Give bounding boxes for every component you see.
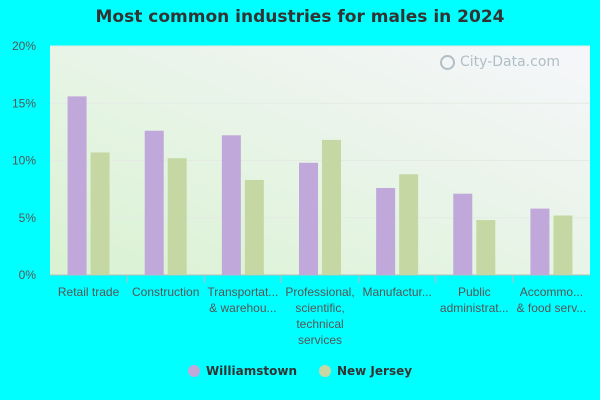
y-tick-label: 5% [19, 211, 37, 225]
bar-new-jersey [244, 179, 264, 275]
chart-title: Most common industries for males in 2024 [95, 7, 505, 27]
y-tick-label: 0% [19, 268, 37, 282]
bar-new-jersey [167, 158, 187, 275]
y-tick-label: 15% [12, 96, 36, 110]
x-tick-label: Transportat... & warehou... [207, 285, 278, 315]
x-tick-label: Public administrat... [440, 285, 509, 315]
bar-williamstown [67, 96, 87, 275]
y-tick-label: 10% [12, 154, 36, 168]
bar-new-jersey [322, 139, 341, 275]
bar-new-jersey [399, 174, 419, 275]
magnifier-icon [440, 54, 455, 70]
bar-williamstown [299, 162, 318, 275]
x-tick-label: Construction [132, 285, 199, 299]
watermark: City-Data.com [440, 54, 560, 70]
x-tick-label: Retail trade [58, 285, 120, 299]
y-tick-label: 20% [12, 39, 36, 53]
bar-new-jersey [553, 215, 573, 275]
bar-williamstown [144, 130, 164, 275]
bar-new-jersey [476, 220, 496, 275]
legend-item-new-jersey: New Jersey [318, 364, 413, 378]
x-tick-label: Professional, scientific, technical service… [285, 285, 354, 347]
watermark-text: City-Data.com [460, 54, 561, 70]
legend-label: New Jersey [336, 364, 413, 378]
legend-swatch [187, 365, 200, 377]
x-tick-label: Accommo... & food serv... [517, 285, 587, 315]
bar-williamstown [530, 208, 550, 275]
legend-swatch [318, 365, 331, 377]
legend-item-williamstown: Williamstown [187, 364, 297, 378]
bar-williamstown [453, 193, 473, 275]
legend: Williamstown New Jersey [0, 364, 600, 378]
bar-williamstown [221, 135, 241, 275]
bar-new-jersey [90, 152, 110, 275]
x-tick-label: Manufactur... [362, 285, 431, 299]
legend-label: Williamstown [205, 364, 297, 378]
bar-williamstown [376, 187, 396, 275]
